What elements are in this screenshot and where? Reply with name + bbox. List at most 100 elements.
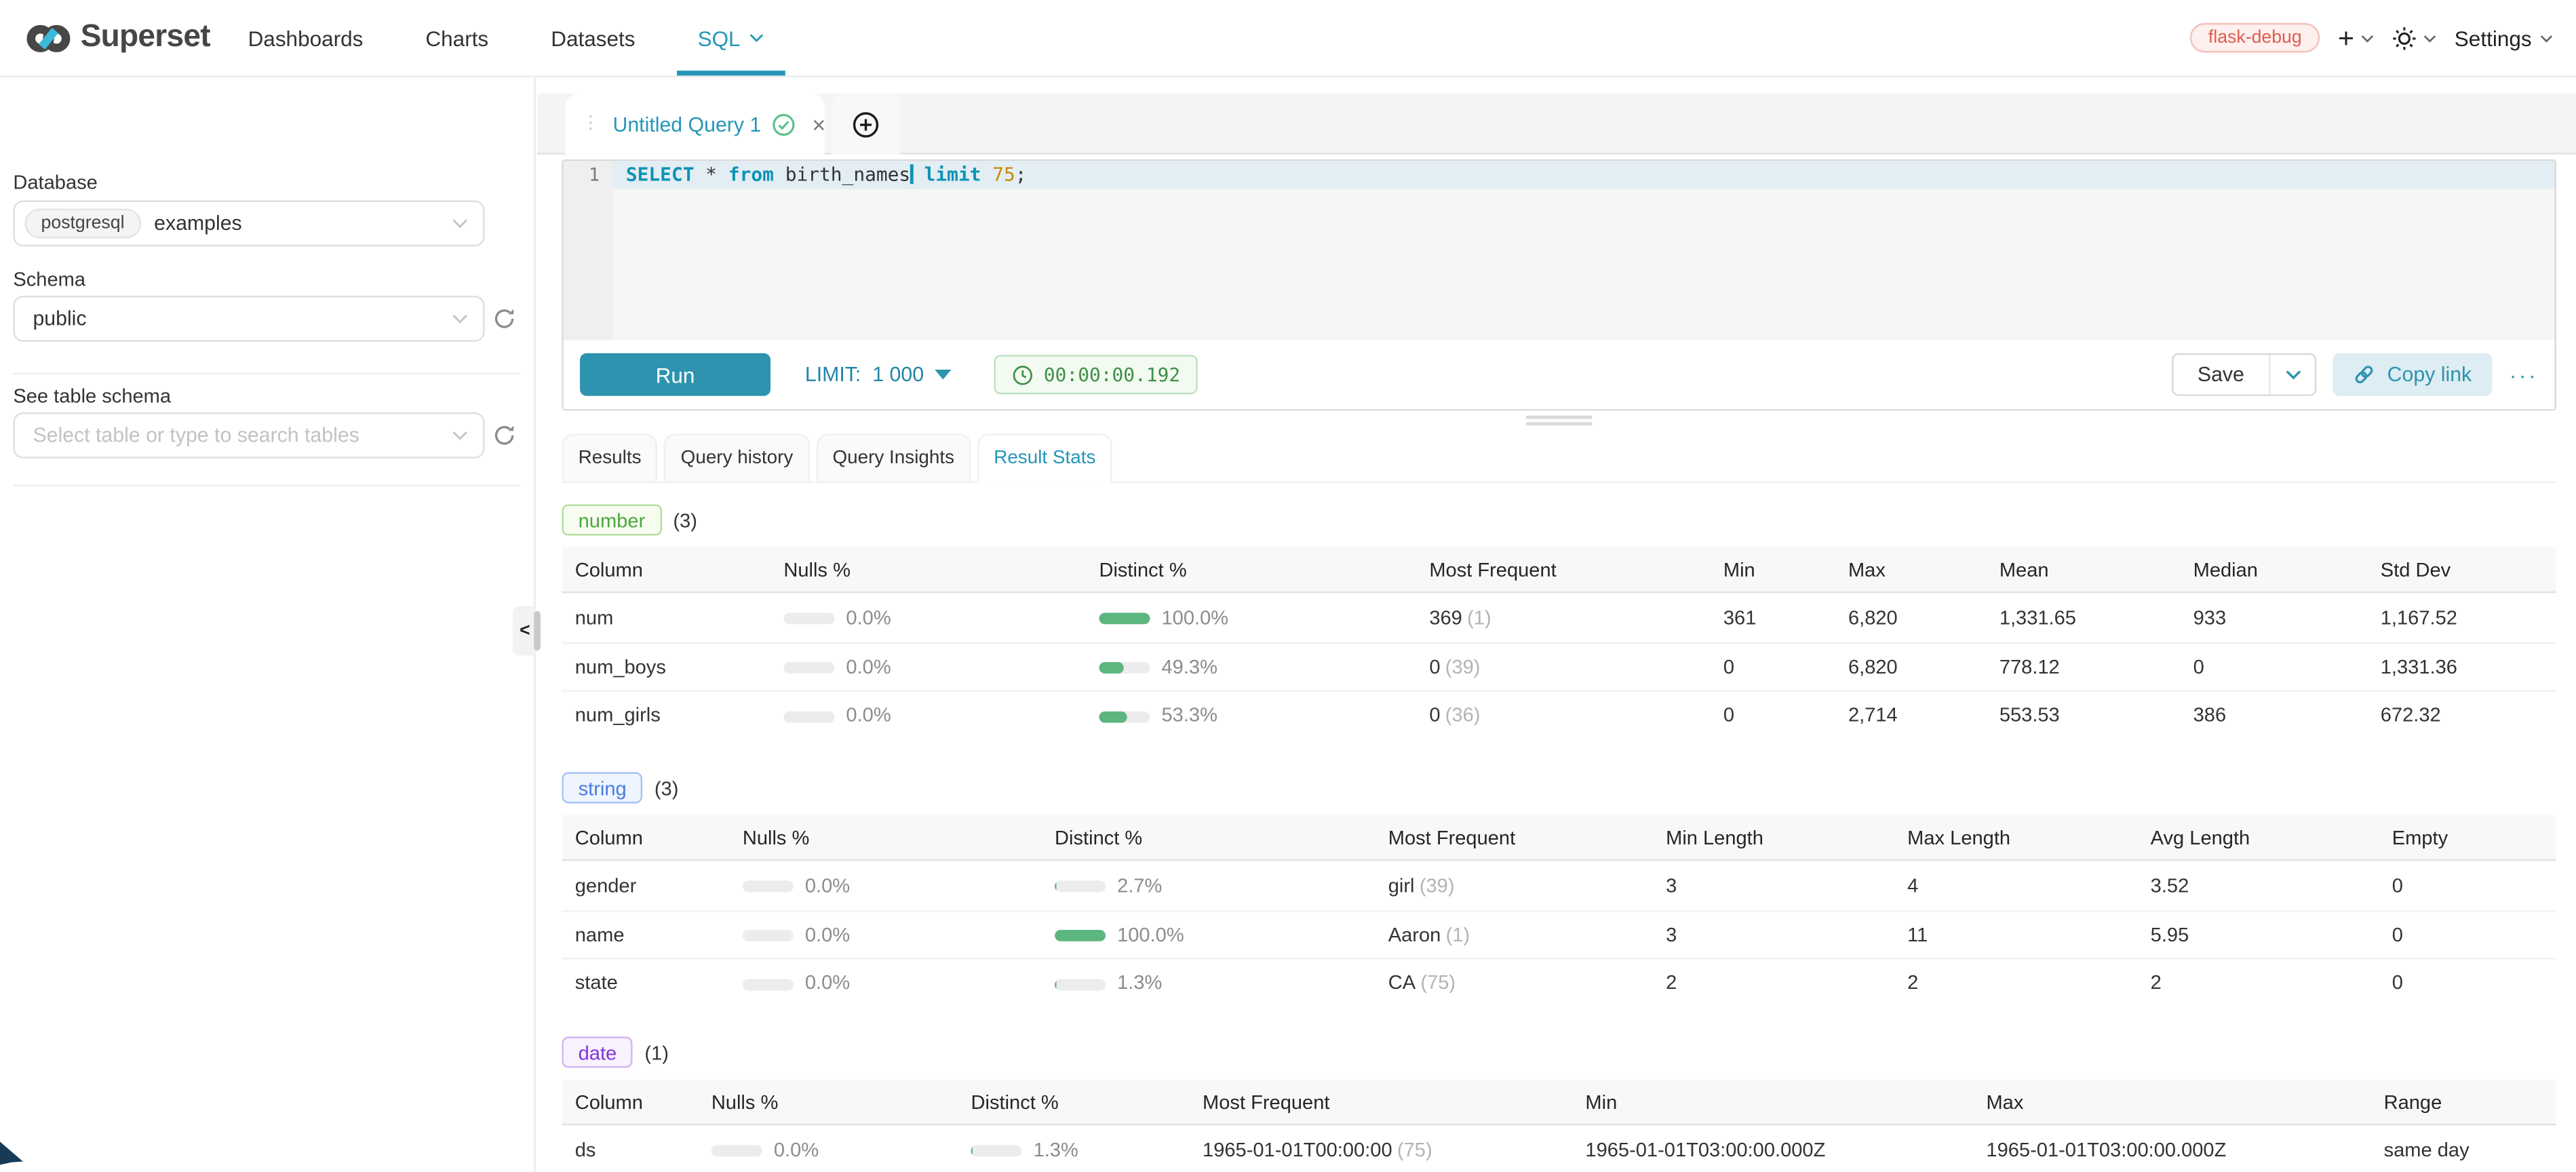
- limit-value: 1 000: [872, 363, 924, 387]
- top-navbar: Superset Dashboards Charts Datasets SQL …: [0, 0, 2576, 77]
- cell-distinct: 1.3%: [1055, 971, 1388, 994]
- mouse-cursor: [0, 1140, 30, 1172]
- distinct-bar: [1055, 880, 1106, 893]
- cell-nulls: 0.0%: [783, 655, 1099, 678]
- database-engine-tag: postgresql: [24, 208, 141, 239]
- distinct-bar: [971, 1145, 1022, 1157]
- distinct-bar: [1099, 710, 1150, 722]
- refresh-schemas-icon[interactable]: [493, 307, 516, 330]
- sql-lab-main: ⋮ Untitled Query 1 ×: [537, 77, 2576, 1172]
- tab-results[interactable]: Results: [562, 433, 658, 484]
- cell-min-length: 3: [1666, 922, 1677, 946]
- table-header-row: Column Nulls % Distinct % Most Frequent …: [562, 1079, 2556, 1126]
- cell-avg-length: 5.95: [2150, 922, 2189, 946]
- cell-min: 1965-01-01T03:00:00.000Z: [1585, 1137, 1826, 1161]
- number-stats-table: Column Nulls % Distinct % Most Frequent …: [562, 547, 2556, 739]
- section-number: number (3) Column Nulls % Distinct % Mos…: [562, 504, 2556, 739]
- cell-min-length: 3: [1666, 874, 1677, 897]
- sql-editor[interactable]: 1 SELECT * from birth_names limit 75;: [563, 161, 2555, 342]
- cell-median: 0: [2193, 655, 2204, 678]
- navbar-right: flask-debug + Settings: [2190, 22, 2553, 53]
- sidebar-resize-handle[interactable]: [534, 611, 541, 651]
- table-select[interactable]: Select table or type to search tables: [13, 412, 485, 458]
- pane-resize-handle[interactable]: [1526, 415, 1593, 429]
- cell-column-name: state: [574, 971, 618, 995]
- drag-handle-icon[interactable]: ⋮: [581, 113, 600, 134]
- theme-toggle-button[interactable]: [2392, 26, 2436, 50]
- nulls-bar: [742, 880, 794, 893]
- environment-badge: flask-debug: [2190, 22, 2320, 53]
- superset-brand[interactable]: Superset: [26, 16, 211, 60]
- close-tab-icon[interactable]: ×: [812, 111, 826, 138]
- collapse-sidebar-button[interactable]: <: [512, 606, 538, 656]
- cell-max: 6,820: [1848, 655, 1898, 678]
- nav-item-dashboards[interactable]: Dashboards: [248, 25, 364, 50]
- nav-item-charts[interactable]: Charts: [425, 25, 489, 50]
- sun-icon: [2392, 26, 2417, 50]
- superset-logo-icon: [26, 16, 71, 60]
- run-button[interactable]: Run: [580, 353, 771, 396]
- query-tabstrip: ⋮ Untitled Query 1 ×: [537, 94, 2576, 155]
- database-select[interactable]: postgresql examples: [13, 200, 485, 247]
- settings-menu[interactable]: Settings: [2455, 26, 2553, 50]
- cell-distinct: 53.3%: [1099, 703, 1429, 726]
- table-row: ds 0.0% 1.3% 1965-01-01T00:00:00 (75) 196…: [562, 1125, 2556, 1172]
- new-item-button[interactable]: +: [2338, 24, 2374, 52]
- nav-item-sql[interactable]: SQL: [667, 0, 795, 76]
- cell-empty: 0: [2392, 922, 2403, 946]
- main-nav: Dashboards Charts Datasets SQL: [217, 0, 795, 76]
- cell-max-length: 2: [1907, 971, 1919, 995]
- nulls-bar: [783, 710, 835, 722]
- limit-dropdown[interactable]: LIMIT: 1 000: [805, 363, 952, 386]
- refresh-tables-icon[interactable]: [493, 424, 516, 447]
- sidebar-divider: [13, 372, 521, 375]
- cell-nulls: 0.0%: [742, 874, 1055, 897]
- nav-item-datasets[interactable]: Datasets: [551, 25, 636, 50]
- schema-select-value: public: [33, 307, 87, 330]
- line-number: 1: [589, 164, 600, 186]
- chevron-down-icon: [749, 33, 764, 43]
- database-label: Database: [13, 170, 98, 194]
- nulls-bar: [711, 1145, 762, 1157]
- cell-column-name: num: [574, 606, 614, 629]
- cell-nulls: 0.0%: [783, 703, 1099, 726]
- new-query-tab-button[interactable]: [831, 94, 901, 155]
- save-button[interactable]: Save: [2173, 355, 2271, 395]
- nulls-bar: [783, 662, 835, 674]
- cell-distinct: 100.0%: [1055, 923, 1388, 946]
- distinct-bar: [1055, 978, 1106, 990]
- chevron-down-icon: [2423, 34, 2436, 42]
- string-stats-table: Column Nulls % Distinct % Most Frequent …: [562, 815, 2556, 1006]
- cell-most-frequent: 1965-01-01T00:00:00 (75): [1203, 1137, 1432, 1161]
- copy-link-button[interactable]: Copy link: [2333, 353, 2492, 396]
- cell-max: 1965-01-01T03:00:00.000Z: [1986, 1137, 2227, 1161]
- distinct-bar: [1055, 930, 1106, 942]
- table-row: num_girls 0.0% 53.3% 0 (36) 0 2,714 553.5…: [562, 690, 2556, 738]
- cell-nulls: 0.0%: [711, 1138, 971, 1161]
- cell-max: 6,820: [1848, 606, 1898, 629]
- save-options-button[interactable]: [2271, 355, 2315, 394]
- cell-distinct: 49.3%: [1099, 655, 1429, 678]
- table-row: state 0.0% 1.3% CA (75) 2 2 2 0: [562, 958, 2556, 1006]
- circle-plus-icon: [853, 111, 879, 137]
- tab-result-stats[interactable]: Result Stats: [977, 433, 1112, 484]
- cell-max: 2,714: [1848, 703, 1898, 727]
- tab-query-history[interactable]: Query history: [664, 433, 810, 484]
- table-schema-label: See table schema: [13, 384, 172, 408]
- query-tab[interactable]: ⋮ Untitled Query 1 ×: [565, 94, 825, 155]
- editor-gutter: 1: [563, 161, 613, 340]
- schema-select[interactable]: public: [13, 295, 485, 342]
- more-actions-button[interactable]: ···: [2509, 362, 2539, 387]
- date-stats-table: Column Nulls % Distinct % Most Frequent …: [562, 1079, 2556, 1172]
- table-header-row: Column Nulls % Distinct % Most Frequent …: [562, 815, 2556, 861]
- cell-avg-length: 3.52: [2150, 874, 2189, 897]
- tab-query-insights[interactable]: Query Insights: [816, 433, 971, 484]
- text-cursor: [910, 164, 913, 184]
- cell-most-frequent: girl (39): [1388, 874, 1455, 897]
- plus-icon: +: [2337, 22, 2355, 54]
- cell-nulls: 0.0%: [783, 606, 1099, 629]
- table-row: gender 0.0% 2.7% girl (39) 3 4 3.52 0: [562, 861, 2556, 909]
- cell-min: 0: [1723, 655, 1735, 678]
- cell-range: same day: [2383, 1137, 2470, 1161]
- result-tabs: Results Query history Query Insights Res…: [562, 432, 2556, 484]
